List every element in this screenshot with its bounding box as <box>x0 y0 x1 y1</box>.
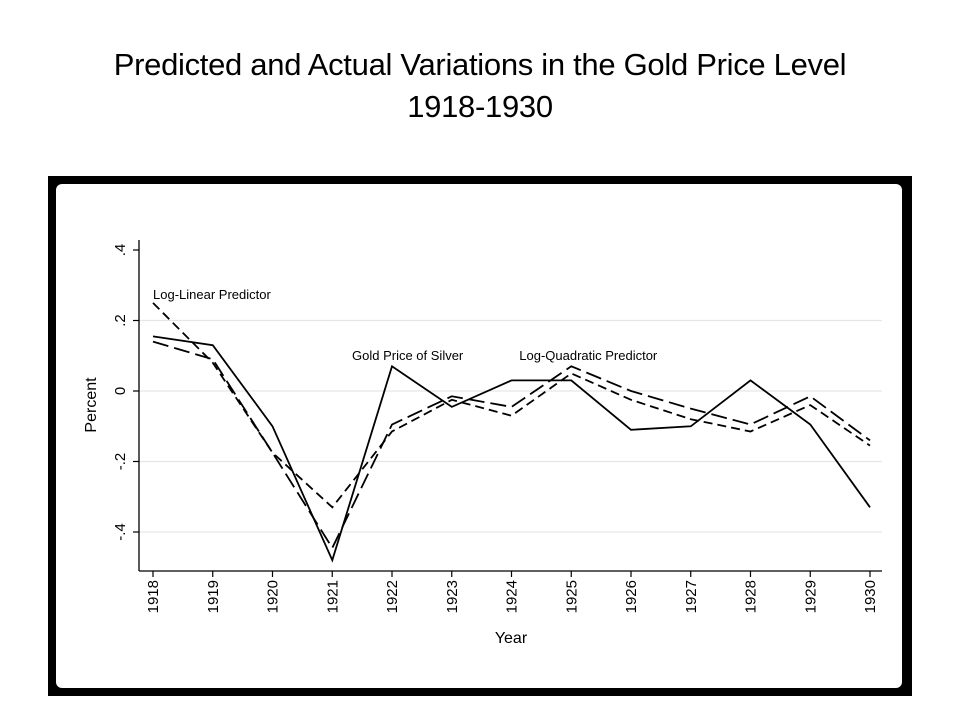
y-tick-label: 0 <box>112 387 129 395</box>
series-line-log-linear-predictor <box>152 302 871 509</box>
x-tick-label: 1923 <box>444 580 461 613</box>
series-label-log-linear-predictor: Log-Linear Predictor <box>153 287 271 302</box>
x-tick-label: 1929 <box>802 580 819 613</box>
x-tick-label: 1924 <box>504 580 521 613</box>
chart-frame <box>48 176 912 696</box>
x-tick-label: 1920 <box>265 580 282 613</box>
series-label-gold-price-of-silver: Gold Price of Silver <box>352 348 464 363</box>
series-labels: Gold Price of Silver Log-Linear Predictor… <box>153 287 658 363</box>
x-tick-label: 1928 <box>743 580 760 613</box>
x-tick-label: 1925 <box>563 580 580 613</box>
y-tick-label: -.4 <box>112 523 129 541</box>
x-axis-ticks: 1918 1919 1920 1921 1922 1923 1924 1925 1926 1927… <box>145 571 879 613</box>
y-tick-label: .2 <box>112 314 129 327</box>
x-tick-label: 1922 <box>384 580 401 613</box>
y-tick-label: -.2 <box>112 453 129 471</box>
series-line-log-quadratic-predictor <box>152 340 871 550</box>
x-tick-label: 1921 <box>324 580 341 613</box>
series-line-gold-price-of-silver <box>152 335 871 563</box>
x-tick-label: 1926 <box>623 580 640 613</box>
series-lines <box>152 302 871 563</box>
series-label-log-quadratic-predictor: Log-Quadratic Predictor <box>519 348 658 363</box>
slide-title-line-2: 1918-1930 <box>407 89 553 124</box>
x-tick-label: 1919 <box>205 580 222 613</box>
slide-title: Predicted and Actual Variations in the G… <box>0 44 960 128</box>
axes <box>138 240 882 572</box>
slide-title-line-1: Predicted and Actual Variations in the G… <box>113 47 847 82</box>
y-axis-ticks: -.4 -.2 0 .2 .4 <box>112 244 139 541</box>
y-axis-title: Percent <box>83 377 100 433</box>
x-tick-label: 1927 <box>683 580 700 613</box>
y-tick-label: .4 <box>112 244 129 257</box>
x-tick-label: 1930 <box>862 580 879 613</box>
chart-panel <box>56 184 902 688</box>
x-tick-label: 1918 <box>145 580 162 613</box>
gridlines <box>139 319 882 533</box>
x-axis-title: Year <box>495 630 528 647</box>
